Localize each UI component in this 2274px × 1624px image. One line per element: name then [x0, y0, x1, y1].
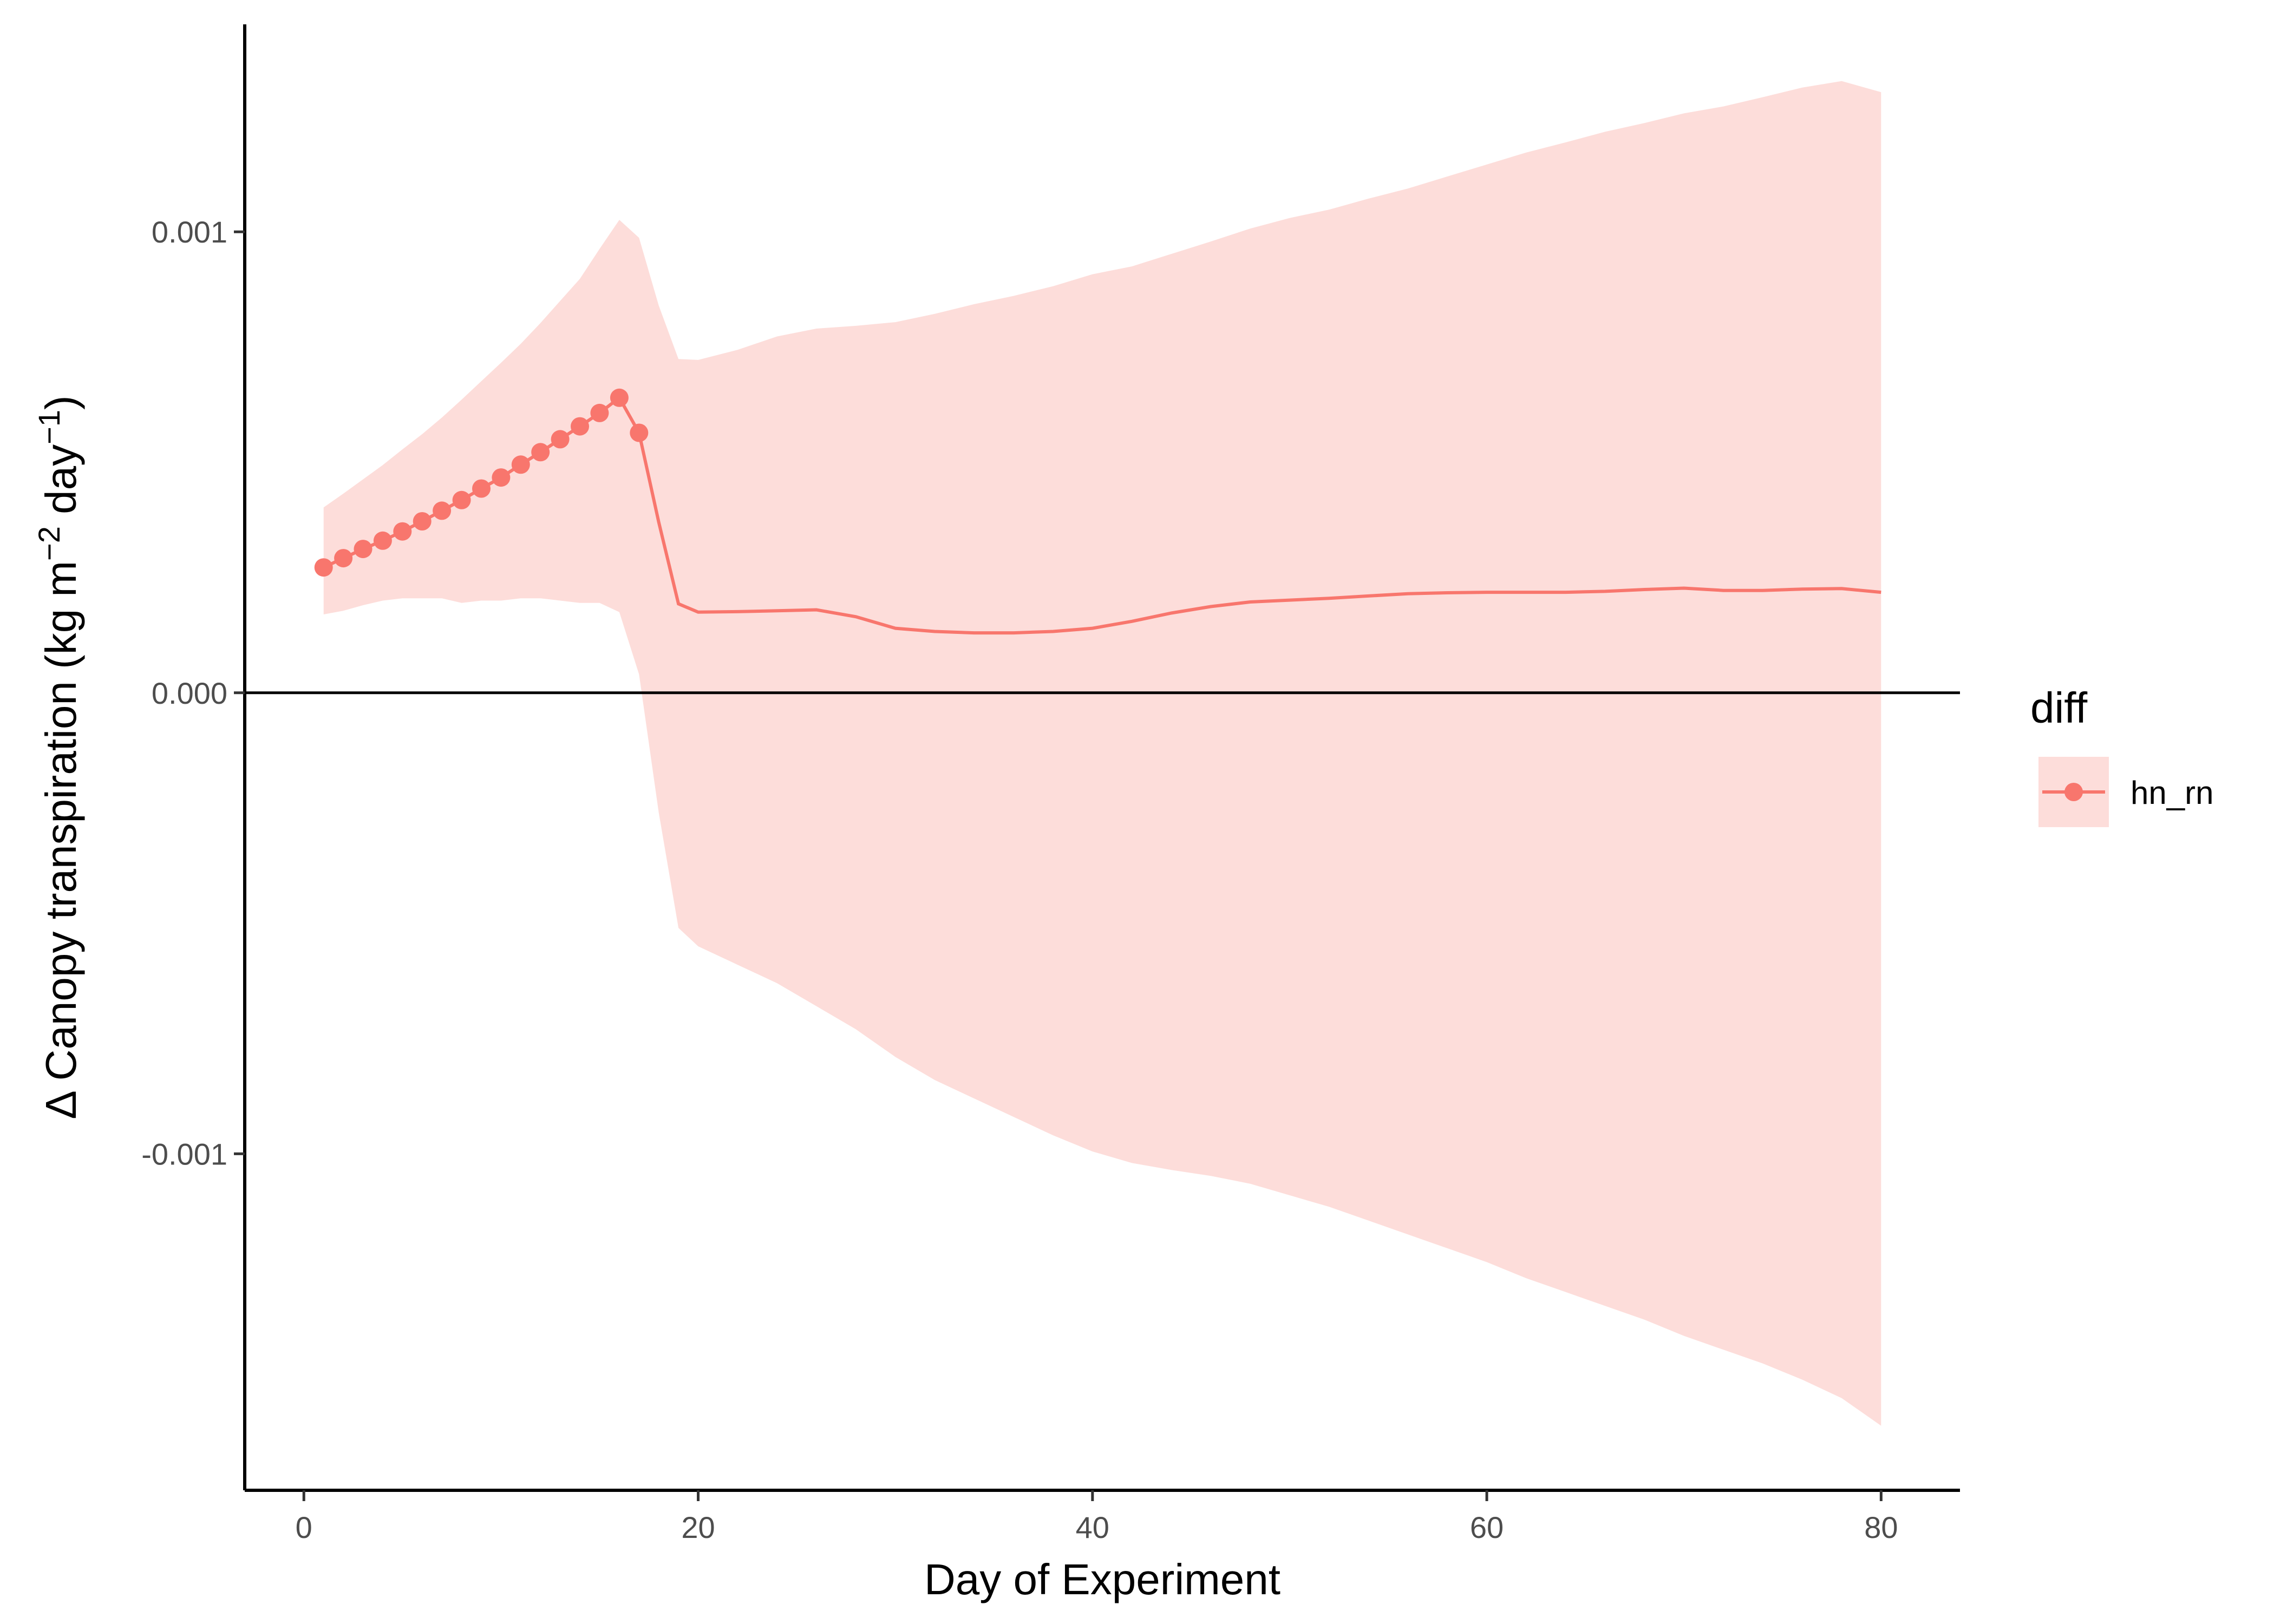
data-point [571, 417, 589, 436]
y-axis-title-suffix: ) [37, 395, 85, 410]
y-tick-label: 0.000 [152, 676, 227, 710]
data-point [590, 403, 609, 422]
data-point [531, 443, 550, 462]
x-tick-label: 20 [681, 1510, 715, 1544]
confidence-ribbon [323, 81, 1881, 1426]
y-axis-title-prefix: Δ Canopy transpiration (kg m [37, 561, 85, 1119]
data-point [334, 549, 353, 568]
y-tick-label: -0.001 [141, 1137, 227, 1171]
legend: diff hn_rn [2030, 684, 2213, 827]
series-markers [314, 388, 649, 577]
data-point [314, 558, 333, 577]
data-point [393, 522, 412, 541]
data-point [373, 531, 392, 550]
y-axis-title-exponent-1: −2 [32, 526, 66, 561]
data-point [630, 423, 649, 442]
x-tick-label: 60 [1470, 1510, 1504, 1544]
data-point [433, 501, 452, 520]
y-axis-title-exponent-2: −1 [32, 410, 66, 444]
legend-label-hn-rn: hn_rn [2131, 775, 2213, 811]
x-tick-label: 0 [296, 1510, 312, 1544]
data-point [511, 455, 530, 474]
data-point [354, 540, 373, 559]
data-point [452, 490, 471, 509]
x-axis-ticks: 0 20 40 60 80 [296, 1490, 1898, 1544]
data-point [413, 512, 432, 531]
y-axis-title: Δ Canopy transpiration (kg m−2 day−1) [32, 395, 85, 1119]
data-point [551, 430, 570, 449]
x-tick-label: 40 [1076, 1510, 1109, 1544]
data-point [492, 468, 511, 487]
y-tick-label: 0.001 [152, 215, 227, 249]
y-axis-ticks: -0.001 0.000 0.001 [141, 215, 245, 1171]
y-axis-title-mid: day [37, 444, 85, 526]
data-point [610, 388, 629, 407]
data-point [472, 479, 491, 498]
x-tick-label: 80 [1864, 1510, 1898, 1544]
legend-key-marker [2064, 783, 2083, 801]
x-axis-title: Day of Experiment [924, 1555, 1280, 1603]
legend-title: diff [2030, 684, 2088, 732]
